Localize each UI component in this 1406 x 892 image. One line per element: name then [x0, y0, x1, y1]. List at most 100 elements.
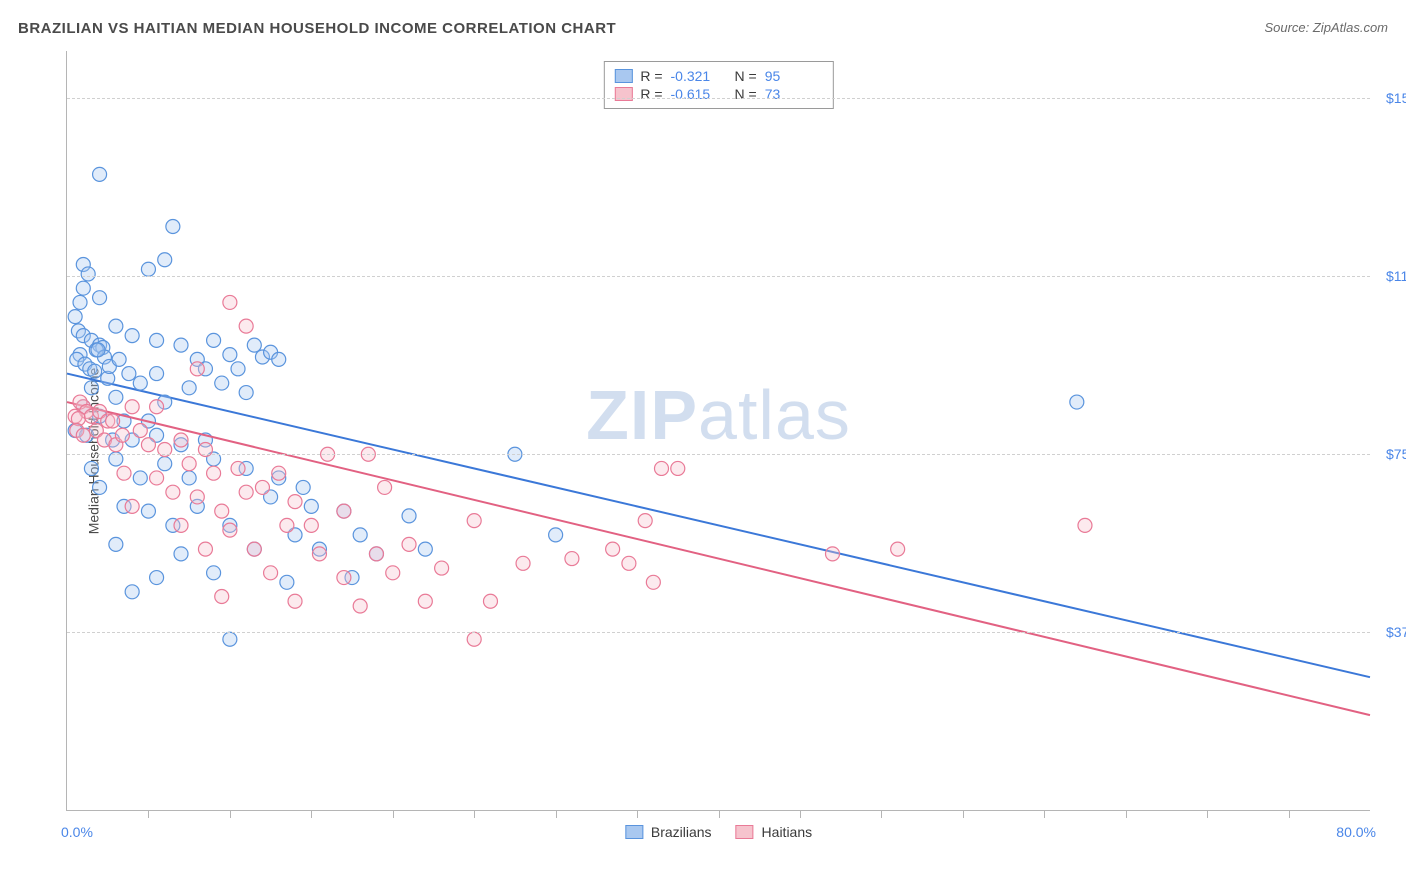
data-point [125, 499, 139, 513]
n-label-0: N = [735, 68, 757, 84]
data-point [337, 504, 351, 518]
data-point [141, 262, 155, 276]
gridline [67, 276, 1370, 277]
data-point [239, 319, 253, 333]
data-point [182, 471, 196, 485]
data-point [304, 518, 318, 532]
y-tick-label: $37,500 [1374, 624, 1406, 640]
data-point [378, 480, 392, 494]
data-point [654, 461, 668, 475]
stats-row-brazilians: R = -0.321 N = 95 [614, 68, 820, 84]
data-point [141, 438, 155, 452]
data-point [84, 461, 98, 475]
x-tick [963, 810, 964, 818]
data-point [91, 343, 105, 357]
x-max-label: 80.0% [1336, 824, 1376, 840]
data-point [223, 295, 237, 309]
y-tick-label: $150,000 [1374, 90, 1406, 106]
data-point [73, 295, 87, 309]
x-tick [719, 810, 720, 818]
x-tick [881, 810, 882, 818]
legend-item-brazilians: Brazilians [625, 824, 712, 840]
data-point [190, 362, 204, 376]
data-point [337, 571, 351, 585]
trend-line [67, 402, 1370, 715]
data-point [207, 466, 221, 480]
data-point [215, 376, 229, 390]
data-point [117, 466, 131, 480]
data-point [223, 348, 237, 362]
data-point [109, 319, 123, 333]
data-point [483, 594, 497, 608]
data-point [115, 428, 129, 442]
x-tick [1207, 810, 1208, 818]
x-tick [556, 810, 557, 818]
data-point [516, 556, 530, 570]
data-point [467, 632, 481, 646]
data-point [93, 480, 107, 494]
data-point [198, 542, 212, 556]
data-point [467, 514, 481, 528]
legend-swatch-brazilians [625, 825, 643, 839]
data-point [264, 566, 278, 580]
x-tick [800, 810, 801, 818]
plot-region: ZIPatlas R = -0.321 N = 95 R = -0.615 N … [66, 51, 1370, 811]
data-point [76, 281, 90, 295]
r-label-0: R = [640, 68, 662, 84]
data-point [174, 433, 188, 447]
data-point [150, 471, 164, 485]
data-point [353, 599, 367, 613]
swatch-brazilians [614, 69, 632, 83]
data-point [158, 253, 172, 267]
data-point [174, 338, 188, 352]
data-point [207, 566, 221, 580]
legend-label-brazilians: Brazilians [651, 824, 712, 840]
data-point [565, 552, 579, 566]
data-point [84, 381, 98, 395]
x-tick [230, 810, 231, 818]
data-point [106, 414, 120, 428]
data-point [93, 291, 107, 305]
data-point [88, 364, 102, 378]
data-point [304, 499, 318, 513]
data-point [125, 329, 139, 343]
n-label-1: N = [735, 86, 757, 102]
stats-legend-box: R = -0.321 N = 95 R = -0.615 N = 73 [603, 61, 833, 109]
data-point [296, 480, 310, 494]
data-point [133, 376, 147, 390]
data-point [418, 594, 432, 608]
data-point [1078, 518, 1092, 532]
data-point [150, 333, 164, 347]
data-point [174, 547, 188, 561]
x-tick [393, 810, 394, 818]
chart-container: BRAZILIAN VS HAITIAN MEDIAN HOUSEHOLD IN… [0, 0, 1406, 892]
data-point [150, 571, 164, 585]
data-point [93, 167, 107, 181]
data-point [166, 485, 180, 499]
data-point [826, 547, 840, 561]
data-point [158, 457, 172, 471]
data-point [231, 362, 245, 376]
data-point [112, 352, 126, 366]
bottom-legend: Brazilians Haitians [625, 824, 812, 840]
gridline [67, 454, 1370, 455]
legend-swatch-haitians [736, 825, 754, 839]
x-tick [1289, 810, 1290, 818]
data-point [280, 575, 294, 589]
gridline [67, 632, 1370, 633]
data-point [150, 367, 164, 381]
legend-label-haitians: Haitians [762, 824, 813, 840]
data-point [125, 585, 139, 599]
data-point [109, 537, 123, 551]
data-point [133, 424, 147, 438]
y-tick-label: $112,500 [1374, 268, 1406, 284]
data-point [386, 566, 400, 580]
data-point [891, 542, 905, 556]
data-point [207, 333, 221, 347]
n-value-0: 95 [765, 68, 821, 84]
data-point [239, 485, 253, 499]
data-point [133, 471, 147, 485]
r-label-1: R = [640, 86, 662, 102]
data-point [288, 495, 302, 509]
data-point [231, 461, 245, 475]
